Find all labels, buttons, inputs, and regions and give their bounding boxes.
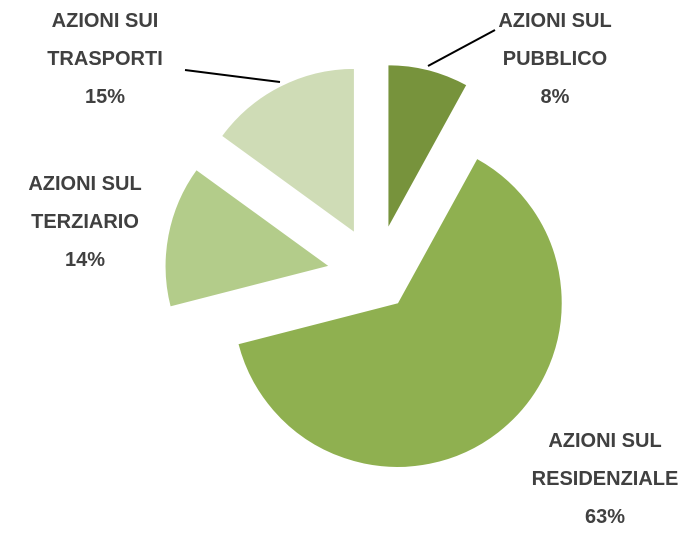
slice-label: AZIONI SUL RESIDENZIALE 63%: [520, 422, 690, 534]
pie-slice: [386, 63, 469, 230]
category-label: AZIONI SUI TRASPORTI: [47, 10, 163, 70]
slice-label: AZIONI SUL PUBBLICO 8%: [470, 2, 640, 116]
category-label: AZIONI SUL RESIDENZIALE: [531, 430, 679, 490]
category-label: AZIONI SUL PUBBLICO: [498, 10, 612, 70]
leader-line: [427, 29, 496, 67]
value-label: 15%: [84, 86, 126, 108]
slice-label: AZIONI SUL TERZIARIO 14%: [0, 165, 170, 279]
category-label: AZIONI SUL TERZIARIO: [28, 173, 142, 233]
leader-line: [184, 69, 281, 83]
value-label: 14%: [64, 249, 106, 271]
value-label: 8%: [540, 86, 570, 108]
slice-label: AZIONI SUI TRASPORTI 15%: [20, 2, 190, 116]
pie-slice: [236, 157, 564, 469]
value-label: 63%: [584, 506, 626, 528]
pie-slice: [164, 168, 332, 309]
pie-slice: [220, 67, 356, 235]
